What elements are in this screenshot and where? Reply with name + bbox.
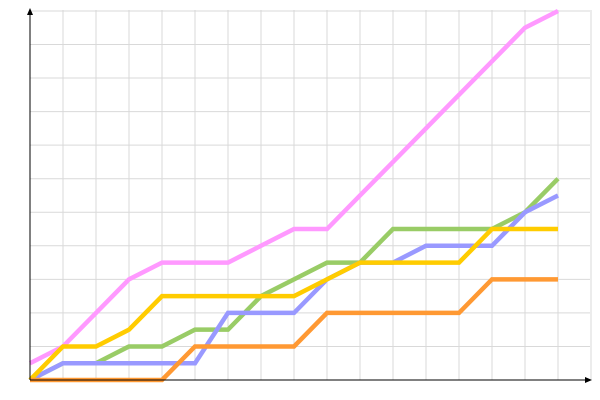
y-axis-arrow-icon	[27, 8, 33, 15]
axes	[27, 8, 592, 383]
series-line-1	[28, 8, 560, 366]
x-axis-arrow-icon	[585, 377, 592, 383]
series-line-4	[28, 226, 558, 382]
series-line-2	[28, 177, 560, 383]
grid	[30, 10, 592, 380]
series-line-3	[28, 193, 560, 383]
